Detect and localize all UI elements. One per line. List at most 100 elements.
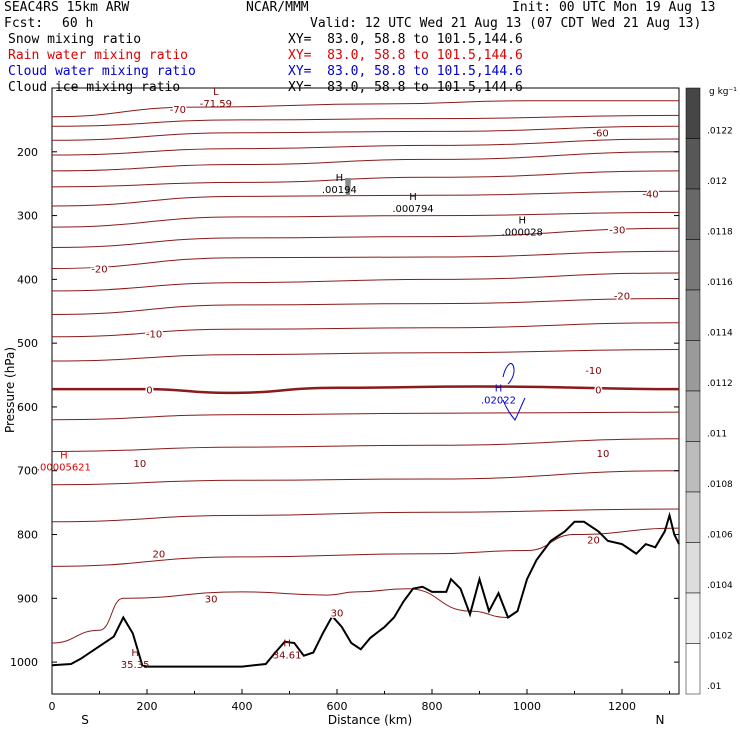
isotherm-label: 30: [205, 594, 218, 605]
extremum-value: 34.61: [273, 651, 302, 662]
isotherm-label: 10: [134, 459, 147, 470]
extremum-marker: H: [60, 450, 68, 461]
y-tick-label: 900: [17, 592, 38, 605]
x-tick-label: 400: [232, 700, 253, 713]
isotherm-label: 0: [595, 386, 601, 397]
isotherm-line: [51, 349, 680, 362]
isotherm-line: [51, 272, 680, 292]
isotherm-line: [51, 588, 509, 644]
colorbar-swatch: [685, 643, 701, 695]
colorbar-tick-label: .0112: [707, 379, 733, 389]
isotherm-line: [51, 227, 680, 248]
isotherm-line: [51, 151, 680, 172]
field-label-rain: Rain water mixing ratio: [8, 48, 189, 63]
cloud-water-contour: [502, 363, 515, 385]
x-tick-label: 600: [327, 700, 348, 713]
isotherm-line: [51, 250, 680, 269]
terrain-line: [51, 511, 680, 668]
colorbar-swatch: [685, 87, 701, 139]
y-tick-label: 300: [17, 210, 38, 223]
isotherm-line: [51, 114, 680, 127]
axis-ticks: 0 200 400 600 800 1000 12002003004005006007008…: [10, 146, 679, 713]
colorbar-swatch: [685, 592, 701, 644]
isotherm-line: [51, 100, 679, 118]
colorbar-swatch: [685, 340, 701, 392]
colorbar-tick-label: .012: [707, 177, 727, 187]
isotherm-label: 10: [597, 449, 610, 460]
colorbar-swatch: [685, 491, 701, 543]
colorbar-tick-label: .0102: [707, 632, 733, 642]
forecast-label: Fcst:: [4, 16, 44, 31]
isotherm-label: -70: [170, 105, 186, 116]
colorbar-tick-label: .0122: [707, 127, 733, 137]
isotherm-line: [52, 385, 680, 395]
colorbar-tick-label: .0104: [707, 581, 733, 591]
colorbar: .0122 .012 .0118 .0116 .0114 .0112 .011 .0108 .0…: [685, 87, 733, 695]
north-label: N: [656, 713, 665, 727]
isotherm-line: [51, 190, 680, 207]
colorbar-swatch: [685, 138, 701, 190]
center-label: NCAR/MMM: [246, 0, 309, 15]
isotherm-label: -10: [585, 366, 601, 377]
isotherm-line: [51, 138, 680, 156]
isotherm-label: -40: [642, 189, 658, 200]
init-time: Init: 00 UTC Mon 19 Aug 13: [512, 0, 716, 15]
x-axis-title: Distance (km): [328, 713, 412, 727]
x-tick-label: 0: [49, 700, 56, 713]
field-xy-snow: XY= 83.0, 58.8 to 101.5,144.6: [288, 32, 523, 47]
colorbar-tick-label: .0114: [707, 329, 733, 339]
extremum-marker: H: [131, 648, 139, 659]
isotherm-line: [51, 211, 680, 228]
x-tick-label: 800: [422, 700, 443, 713]
extremum-value: .000028: [502, 228, 543, 239]
isotherm-line: [51, 411, 680, 421]
y-tick-label: 200: [17, 146, 38, 159]
field-label-cloud-water: Cloud water mixing ratio: [8, 64, 196, 79]
y-tick-label: 500: [17, 337, 38, 350]
isotherm-line: [51, 170, 680, 188]
x-tick-label: 1000: [513, 700, 541, 713]
cloud-water-contour: [502, 397, 526, 421]
extremum-value: -71.59: [200, 99, 232, 110]
x-tick-label: 1200: [608, 700, 636, 713]
y-tick-label: 400: [17, 273, 38, 286]
forecast-value: 60 h: [62, 16, 94, 31]
isotherm-label: -10: [146, 330, 162, 341]
y-tick-label: 700: [17, 465, 38, 478]
field-xy-cloud-water: XY= 83.0, 58.8 to 101.5,144.6: [288, 64, 523, 79]
colorbar-tick-label: .011: [707, 430, 727, 440]
isotherm-line: [51, 298, 680, 315]
extremum-marker: H: [336, 173, 344, 184]
colorbar-swatch: [685, 441, 701, 493]
extremum-value: .00194: [322, 185, 357, 196]
colorbar-swatch: [685, 289, 701, 341]
snow-shading: [345, 178, 351, 196]
contour-labels: -70 -60 -40 -30 -20 -20 -10 -10 0 0 10 10 20 20 30 30 L-…: [37, 87, 660, 671]
isotherm-line: [51, 470, 680, 486]
isotherm-line: [51, 438, 680, 453]
colorbar-swatch: [685, 542, 701, 594]
isotherm-label: 20: [587, 536, 600, 547]
extremum-marker: H: [409, 192, 417, 203]
south-label: S: [81, 713, 89, 727]
colorbar-tick-label: .0106: [707, 531, 733, 541]
extremum-value: .000794: [392, 204, 433, 215]
colorbar-swatch: [685, 188, 701, 240]
model-title: SEAC4RS 15km ARW: [4, 0, 130, 15]
valid-time: Valid: 12 UTC Wed 21 Aug 13 (07 CDT Wed …: [310, 16, 702, 31]
colorbar-unit: g kg⁻¹: [709, 87, 737, 97]
isotherm-label: -20: [91, 265, 107, 276]
y-tick-label: 600: [17, 401, 38, 414]
colorbar-tick-label: .0116: [707, 278, 733, 288]
extremum-marker: H: [518, 216, 526, 227]
colorbar-tick-label: .0118: [707, 228, 733, 238]
field-label-snow: Snow mixing ratio: [8, 32, 142, 47]
y-tick-label: 1000: [10, 656, 38, 669]
isotherm-label: 20: [153, 550, 166, 561]
isotherm-label: -20: [614, 291, 630, 302]
extremum-marker: H: [495, 383, 503, 394]
field-xy-rain: XY= 83.0, 58.8 to 101.5,144.6: [288, 48, 523, 63]
isotherm-label: -30: [609, 226, 625, 237]
extremum-value: .02022: [481, 395, 516, 406]
